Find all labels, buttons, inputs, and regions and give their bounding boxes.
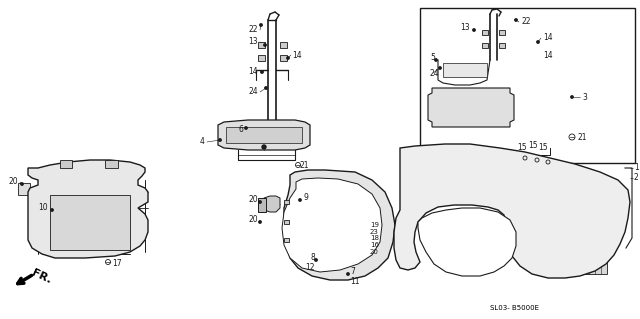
Circle shape	[537, 41, 540, 43]
Circle shape	[260, 24, 262, 26]
Text: 21: 21	[300, 161, 310, 170]
Circle shape	[315, 259, 317, 261]
Text: 23: 23	[370, 229, 379, 235]
Circle shape	[262, 145, 266, 149]
Bar	[280, 55, 287, 61]
Circle shape	[515, 19, 517, 21]
Text: 16: 16	[370, 242, 379, 248]
Text: 15: 15	[529, 140, 538, 150]
Bar	[499, 42, 505, 48]
Text: 21: 21	[577, 132, 586, 142]
Text: 14: 14	[543, 50, 552, 60]
Text: 17: 17	[112, 259, 122, 269]
Text: 6: 6	[238, 125, 243, 135]
Text: 18: 18	[370, 235, 379, 241]
Polygon shape	[443, 63, 487, 77]
Text: 13: 13	[248, 38, 258, 47]
Bar	[499, 29, 505, 34]
Polygon shape	[394, 144, 630, 278]
Polygon shape	[50, 195, 130, 250]
Text: 11: 11	[350, 278, 360, 286]
Circle shape	[571, 96, 573, 98]
Circle shape	[219, 139, 221, 141]
Circle shape	[439, 67, 441, 69]
Circle shape	[51, 209, 53, 211]
Text: FR.: FR.	[30, 268, 53, 286]
Text: 14: 14	[292, 50, 301, 60]
Circle shape	[265, 87, 268, 89]
Text: 22: 22	[248, 26, 258, 34]
Text: 10: 10	[38, 204, 48, 212]
Bar	[257, 42, 264, 48]
Text: 9: 9	[303, 194, 308, 203]
Circle shape	[435, 59, 437, 61]
Bar	[18, 183, 30, 195]
Text: SL03- B5000E: SL03- B5000E	[490, 305, 539, 311]
Bar	[284, 220, 289, 224]
Circle shape	[261, 71, 263, 73]
Circle shape	[259, 201, 261, 203]
Text: 22: 22	[521, 18, 531, 26]
Text: 7: 7	[350, 268, 355, 277]
Circle shape	[245, 127, 247, 129]
Text: 4: 4	[200, 137, 205, 146]
Bar	[257, 55, 264, 61]
Text: 24: 24	[430, 69, 440, 78]
Text: 2: 2	[634, 174, 639, 182]
Text: 20: 20	[248, 216, 258, 225]
Polygon shape	[218, 120, 310, 150]
Circle shape	[20, 183, 23, 185]
Bar	[482, 29, 488, 34]
Text: 14: 14	[248, 68, 258, 77]
Polygon shape	[284, 170, 395, 280]
Text: 20: 20	[248, 196, 258, 204]
Polygon shape	[428, 88, 514, 127]
Polygon shape	[282, 178, 382, 272]
Text: 15: 15	[517, 144, 527, 152]
Circle shape	[299, 199, 301, 201]
Text: 8: 8	[310, 254, 315, 263]
Polygon shape	[226, 127, 302, 143]
Polygon shape	[418, 208, 516, 276]
Bar	[482, 42, 488, 48]
Polygon shape	[28, 160, 148, 258]
Polygon shape	[60, 160, 72, 168]
Circle shape	[347, 273, 349, 275]
Bar	[284, 200, 289, 204]
Text: 24: 24	[248, 87, 258, 97]
Circle shape	[473, 29, 475, 31]
Text: 3: 3	[582, 93, 587, 101]
Polygon shape	[258, 198, 266, 212]
Bar	[284, 238, 289, 242]
Bar	[420, 8, 635, 163]
Text: 19: 19	[370, 222, 379, 228]
Circle shape	[287, 57, 289, 59]
Text: 5: 5	[430, 54, 435, 63]
Text: 14: 14	[543, 33, 552, 42]
Text: 15: 15	[538, 144, 548, 152]
Polygon shape	[264, 196, 280, 212]
Text: 12: 12	[305, 263, 315, 272]
Text: 20: 20	[370, 249, 379, 255]
Text: 13: 13	[460, 24, 470, 33]
Text: 1: 1	[634, 164, 639, 173]
Bar	[565, 262, 607, 274]
Text: 20: 20	[8, 177, 18, 187]
Polygon shape	[105, 160, 118, 168]
Bar	[280, 42, 287, 48]
Circle shape	[264, 44, 266, 46]
Circle shape	[259, 221, 261, 223]
